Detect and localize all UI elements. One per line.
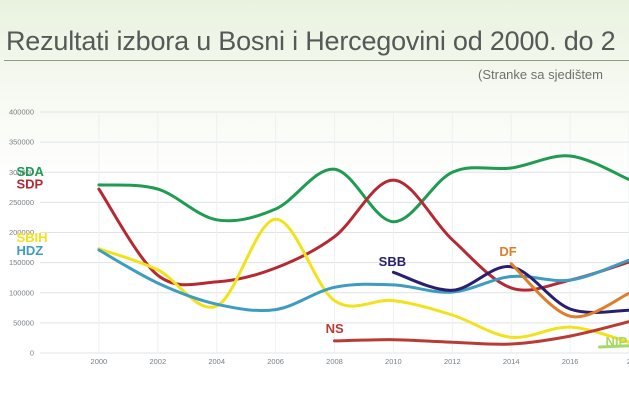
y-tick-label: 100000 (9, 288, 34, 297)
series-label-hdz: HDZ (16, 243, 43, 258)
series-label-ns: NS (326, 321, 344, 336)
series-line-nip (598, 344, 629, 349)
x-tick-label: 2006 (267, 357, 284, 366)
y-tick-label: 0 (30, 349, 34, 358)
series-label-sbih: SBIH (16, 230, 47, 245)
x-tick-label: 2012 (444, 357, 461, 366)
y-tick-label: 150000 (9, 258, 34, 267)
series-line-ns (333, 320, 629, 346)
axis-layer: 0 50000 100000 150000 200000 250000 300000 3500… (9, 108, 629, 367)
x-tick-label: 2016 (562, 357, 579, 366)
series-line-df (509, 262, 629, 319)
y-tick-label: 400000 (9, 108, 34, 117)
x-tick-label: 2008 (326, 357, 343, 366)
series-line-hdz (97, 248, 629, 313)
series-layer (97, 154, 629, 349)
x-tick-label: 2010 (385, 357, 402, 366)
series-label-sdp: SDP (16, 177, 43, 192)
y-tick-label: 350000 (9, 138, 34, 147)
series-line-sda (97, 154, 629, 224)
title-divider (4, 60, 629, 61)
y-tick-label: 200000 (9, 228, 34, 237)
series-label-df: DF (499, 244, 516, 259)
grid-layer (40, 111, 629, 354)
x-tick-label: 2000 (91, 357, 108, 366)
series-label-sda: SDA (16, 164, 44, 179)
y-tick-label: 250000 (9, 198, 34, 207)
y-tick-label: 300000 (9, 168, 34, 177)
chart-title: Rezultati izbora u Bosni i Hercegovini o… (6, 26, 616, 56)
series-line-sbb (391, 265, 629, 314)
series-label-sbb: SBB (379, 254, 406, 269)
chart-subtitle: (Stranke sa sjedištem (478, 67, 603, 82)
x-tick-label: 2002 (149, 357, 166, 366)
x-tick-label: 2004 (208, 357, 225, 366)
x-tick-label: 2014 (503, 357, 520, 366)
x-tick-label: 2 (627, 357, 629, 366)
series-label-nip: NIP (605, 334, 627, 349)
y-tick-label: 50000 (13, 318, 34, 327)
